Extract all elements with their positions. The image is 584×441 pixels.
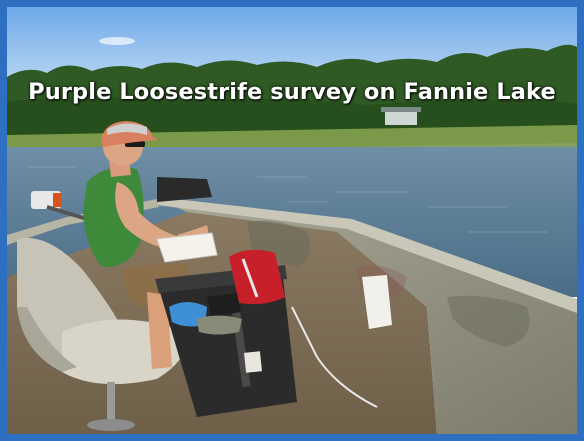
camo-patch — [447, 295, 530, 347]
bin-cloth — [197, 315, 242, 335]
outboard-motor — [157, 177, 212, 202]
photo-caption: Purple Loosestrife survey on Fannie Lake — [28, 79, 556, 105]
boat-gunwale — [157, 197, 577, 313]
boat-chair-shade — [17, 307, 77, 372]
bin-label — [243, 351, 263, 373]
ball-cap-front — [107, 123, 147, 135]
cloud — [99, 37, 135, 45]
house — [385, 111, 417, 125]
boat-hull-side — [157, 199, 577, 434]
red-case-strap — [241, 258, 259, 298]
red-case — [229, 249, 285, 305]
paper-towel — [362, 275, 392, 329]
lake-survey-photo — [7, 7, 577, 434]
cable — [291, 306, 378, 408]
chair-base — [87, 419, 135, 431]
house-roof — [381, 107, 421, 112]
shoreline-reeds — [7, 125, 577, 149]
clipboard — [156, 232, 218, 263]
binoculars — [207, 293, 241, 317]
camo-patch — [247, 220, 311, 267]
motor-head-accent — [53, 193, 61, 207]
water-ripples — [27, 166, 547, 233]
chair-post — [107, 382, 115, 422]
person-arm — [115, 182, 187, 251]
